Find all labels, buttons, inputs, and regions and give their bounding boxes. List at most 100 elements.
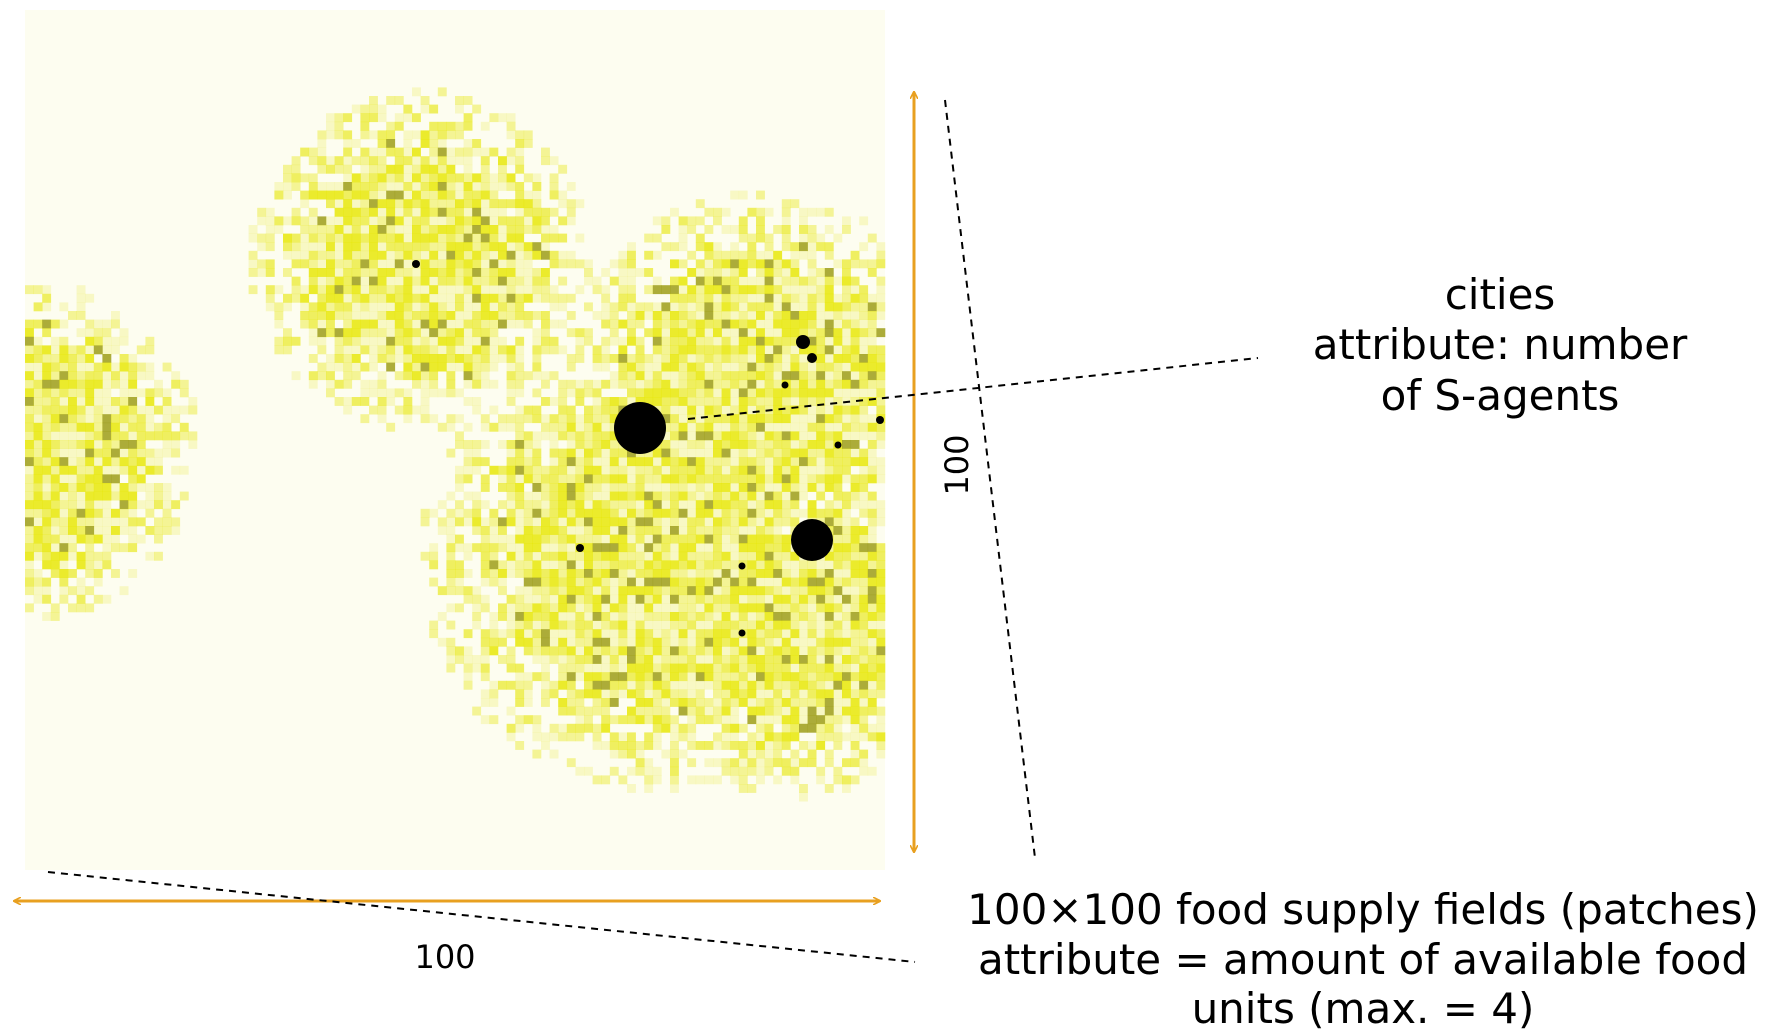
patch-cell bbox=[747, 440, 757, 449]
patch-cell bbox=[756, 680, 765, 690]
patch-cell bbox=[300, 199, 310, 209]
patch-cell bbox=[859, 569, 869, 578]
patch-cell bbox=[799, 689, 808, 699]
patch-cell bbox=[394, 285, 404, 295]
patch-cell bbox=[102, 534, 112, 544]
patch-cell bbox=[343, 173, 353, 183]
patch-cell bbox=[437, 242, 447, 252]
patch-cell bbox=[721, 474, 731, 484]
patch-cell bbox=[93, 328, 103, 338]
patch-cell bbox=[515, 663, 525, 673]
patch-cell bbox=[635, 311, 645, 320]
patch-cell bbox=[489, 276, 499, 286]
patch-cell bbox=[489, 698, 499, 707]
patch-cell bbox=[50, 422, 60, 432]
patch-cell bbox=[584, 586, 593, 596]
patch-cell bbox=[532, 362, 542, 372]
patch-cell bbox=[670, 594, 679, 604]
patch-cell bbox=[93, 474, 103, 484]
patch-cell bbox=[756, 758, 765, 768]
patch-cell bbox=[506, 603, 516, 613]
patch-cell bbox=[136, 457, 146, 467]
patch-cell bbox=[463, 233, 473, 243]
patch-cell bbox=[446, 388, 456, 398]
patch-cell bbox=[592, 491, 602, 501]
patch-cell bbox=[850, 775, 860, 785]
patch-cell bbox=[730, 689, 740, 699]
patch-cell bbox=[541, 612, 550, 621]
patch-cell bbox=[867, 233, 877, 243]
city-small bbox=[412, 260, 420, 268]
patch-cell bbox=[764, 543, 774, 553]
patch-cell bbox=[506, 345, 516, 355]
patch-cell bbox=[283, 190, 292, 200]
patch-cell bbox=[816, 491, 826, 501]
patch-cell bbox=[661, 457, 671, 467]
patch-cell bbox=[713, 388, 722, 398]
patch-cell bbox=[678, 723, 688, 733]
patch-cell bbox=[274, 285, 284, 295]
patch-cell bbox=[541, 637, 550, 647]
patch-cell bbox=[506, 259, 516, 269]
patch-cell bbox=[704, 612, 714, 621]
patch-cell bbox=[136, 371, 146, 381]
patch-cell bbox=[816, 637, 826, 647]
patch-cell bbox=[42, 362, 52, 372]
patch-cell bbox=[816, 233, 826, 243]
patch-cell bbox=[369, 164, 378, 174]
patch-cell bbox=[506, 121, 516, 131]
patch-cell bbox=[670, 758, 679, 768]
patch-cell bbox=[842, 336, 851, 346]
patch-cell bbox=[773, 405, 783, 415]
patch-cell bbox=[704, 225, 714, 234]
patch-cell bbox=[549, 637, 559, 647]
patch-cell bbox=[480, 577, 490, 587]
patch-cell bbox=[403, 293, 413, 303]
patch-cell bbox=[876, 431, 886, 441]
patch-cell bbox=[635, 603, 645, 613]
patch-cell bbox=[429, 543, 439, 553]
patch-cell bbox=[713, 612, 722, 621]
patch-cell bbox=[76, 293, 86, 303]
patch-cell bbox=[351, 285, 361, 295]
patch-cell bbox=[523, 207, 533, 217]
patch-cell bbox=[781, 603, 791, 613]
patch-cell bbox=[412, 182, 421, 191]
patch-cell bbox=[334, 216, 344, 226]
patch-cell bbox=[59, 457, 69, 467]
patch-cell bbox=[807, 268, 817, 277]
patch-cell bbox=[420, 319, 430, 329]
patch-cell bbox=[721, 440, 731, 449]
patch-cell bbox=[704, 698, 714, 707]
patch-cell bbox=[420, 517, 430, 527]
patch-cell bbox=[618, 732, 628, 742]
patch-cell bbox=[283, 250, 292, 260]
patch-cell bbox=[738, 749, 748, 759]
patch-cell bbox=[876, 465, 886, 475]
patch-cell bbox=[326, 113, 335, 123]
patch-cell bbox=[764, 259, 774, 269]
patch-cell bbox=[790, 732, 800, 742]
patch-cell bbox=[25, 336, 34, 346]
patch-cell bbox=[25, 491, 34, 501]
patch-cell bbox=[859, 646, 869, 656]
patch-cell bbox=[867, 371, 877, 381]
patch-cell bbox=[386, 345, 396, 355]
patch-cell bbox=[68, 431, 77, 441]
patch-cell bbox=[506, 732, 516, 742]
patch-cell bbox=[799, 792, 808, 802]
patch-cell bbox=[738, 689, 748, 699]
patch-cell bbox=[265, 302, 275, 312]
patch-cell bbox=[601, 397, 611, 406]
patch-cell bbox=[308, 276, 318, 286]
patch-cell bbox=[678, 526, 688, 535]
patch-cell bbox=[824, 328, 834, 338]
patch-cell bbox=[721, 465, 731, 475]
patch-cell bbox=[188, 397, 198, 406]
patch-cell bbox=[816, 422, 826, 432]
patch-cell bbox=[842, 474, 851, 484]
patch-cell bbox=[523, 319, 533, 329]
patch-cell bbox=[842, 560, 851, 570]
patch-cell bbox=[816, 379, 826, 389]
patch-cell bbox=[179, 431, 189, 441]
